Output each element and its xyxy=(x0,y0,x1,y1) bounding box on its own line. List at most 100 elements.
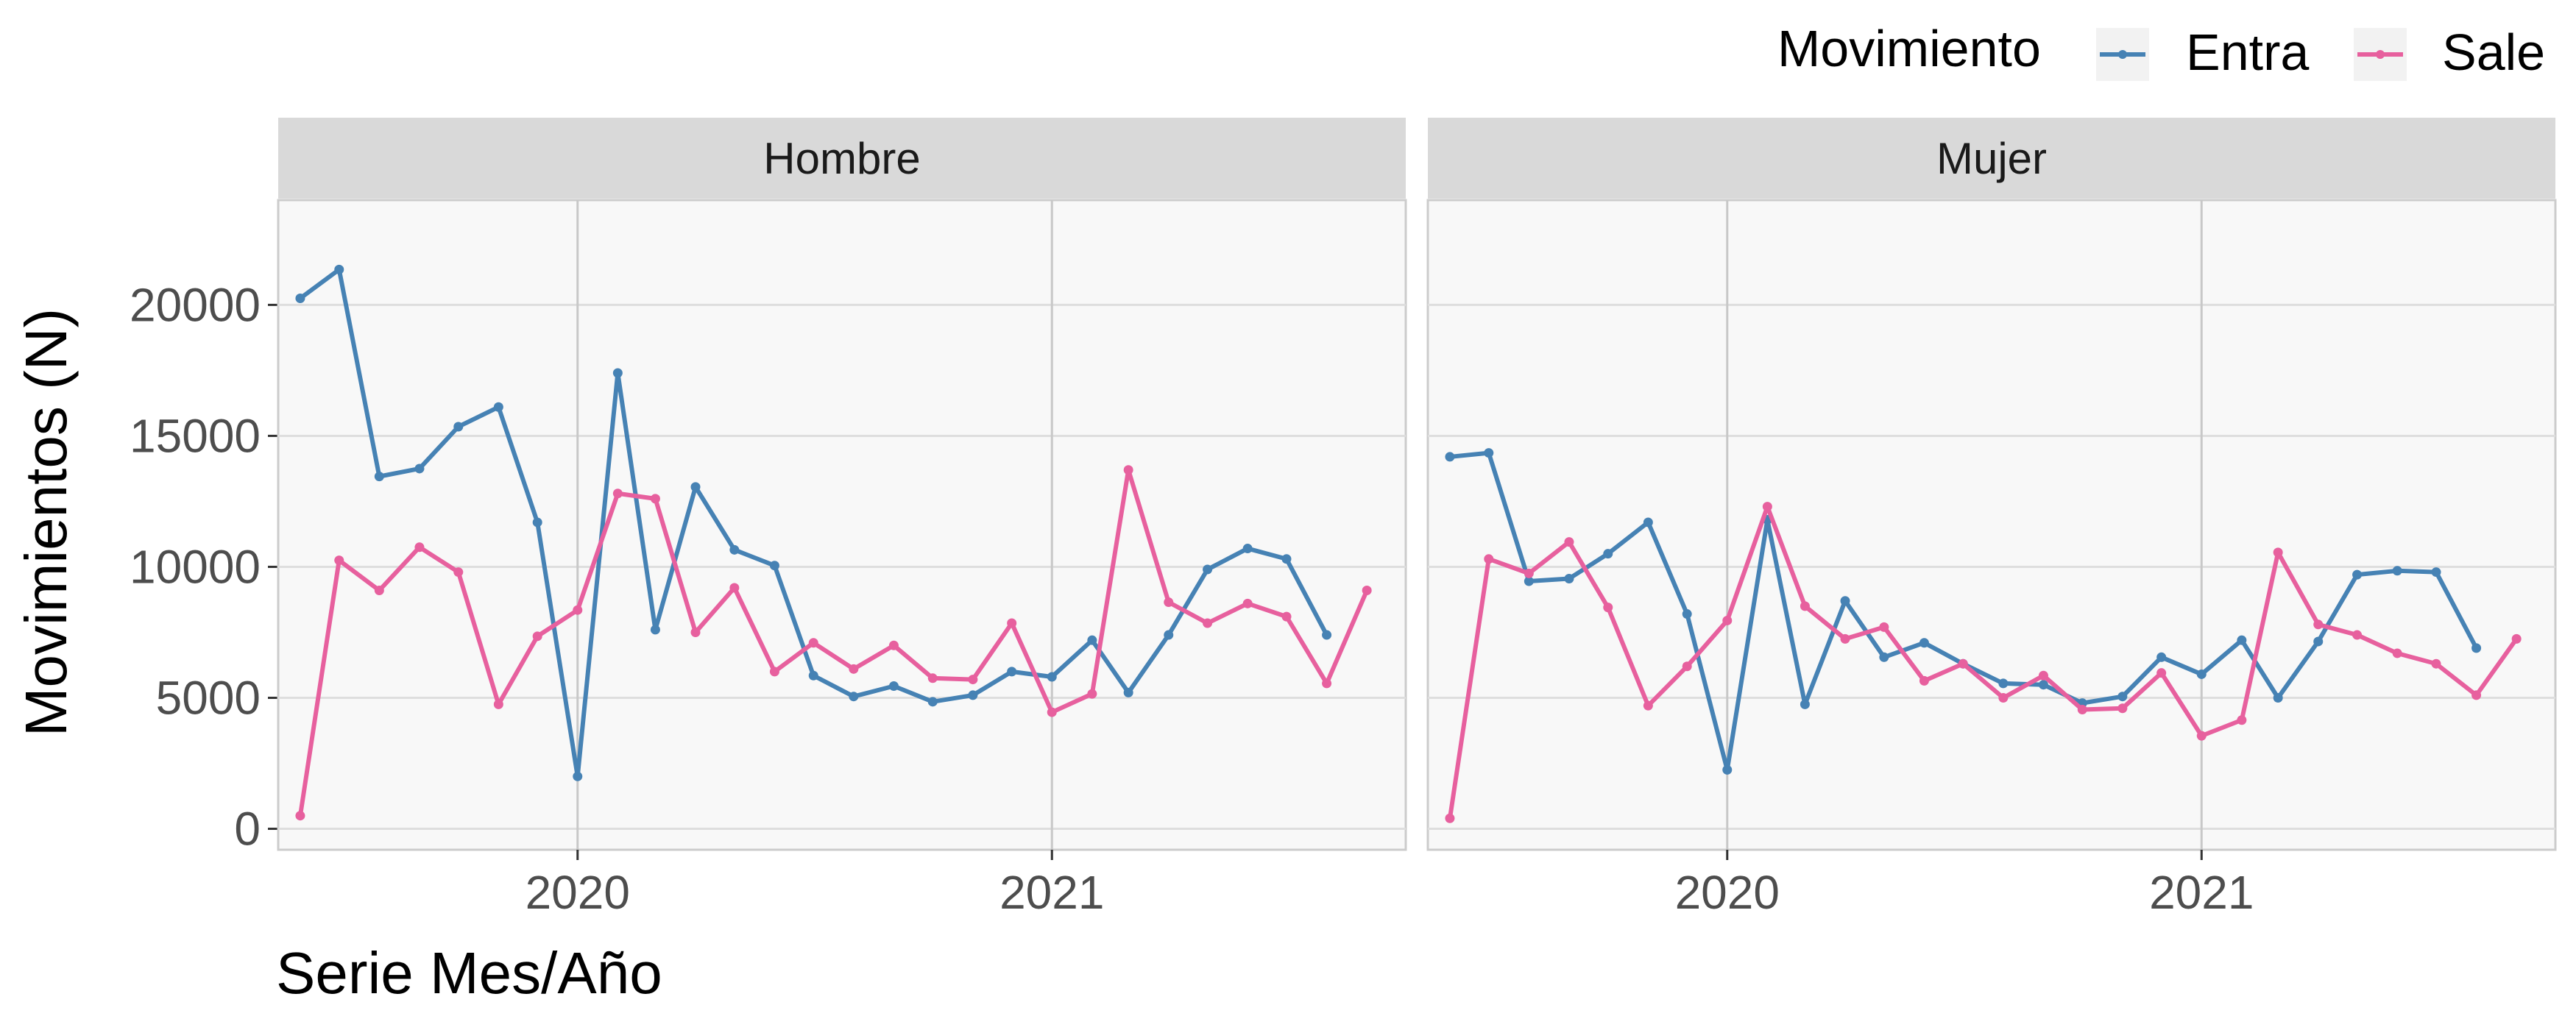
data-point-entra xyxy=(1281,554,1292,564)
data-point-sale xyxy=(1484,554,1494,564)
data-point-entra xyxy=(968,690,978,700)
data-point-entra xyxy=(808,670,818,681)
data-point-sale xyxy=(1800,601,1810,611)
data-point-entra xyxy=(927,697,938,707)
data-point-entra xyxy=(532,517,542,528)
data-point-sale xyxy=(493,699,503,709)
data-point-sale xyxy=(1564,537,1574,547)
legend-title: Movimiento xyxy=(1777,20,2041,77)
data-point-sale xyxy=(2392,648,2402,658)
data-point-sale xyxy=(1840,633,1850,644)
data-point-entra xyxy=(849,692,859,702)
x-tick-label: 2020 xyxy=(526,866,630,919)
data-point-entra xyxy=(1322,630,1332,640)
data-point-sale xyxy=(1524,568,1534,578)
data-point-sale xyxy=(334,555,344,566)
data-point-entra xyxy=(1722,764,1733,775)
data-point-sale xyxy=(1203,618,1213,628)
facet-panel-hombre: Hombre 2020 2021 xyxy=(277,118,1407,919)
data-point-entra xyxy=(690,482,701,492)
data-point-sale xyxy=(374,586,384,596)
data-point-sale xyxy=(2156,668,2167,678)
data-point-sale xyxy=(729,583,740,593)
data-point-entra xyxy=(453,422,464,432)
legend-item-entra: Entra xyxy=(2096,24,2309,81)
data-point-sale xyxy=(1123,465,1133,475)
data-point-entra xyxy=(2313,636,2324,647)
legend: Movimiento Entra Sale xyxy=(1777,20,2545,81)
data-point-sale xyxy=(1362,586,1372,596)
data-point-entra xyxy=(2431,567,2441,578)
data-point-entra xyxy=(1164,630,1174,640)
y-axis: 0 5000 10000 15000 20000 xyxy=(130,278,278,856)
data-point-sale xyxy=(2511,633,2522,644)
y-tick-label: 10000 xyxy=(130,540,261,593)
data-point-entra xyxy=(1998,678,2009,689)
data-point-entra xyxy=(1603,549,1613,559)
data-point-sale xyxy=(295,811,305,821)
data-point-sale xyxy=(690,627,701,637)
panel-background xyxy=(1426,199,2557,851)
series-sale xyxy=(295,465,1372,821)
y-tick-label: 0 xyxy=(234,803,261,856)
data-point-entra xyxy=(1840,596,1850,606)
data-point-sale xyxy=(2471,690,2482,700)
legend-point-entra xyxy=(2118,50,2127,59)
data-point-sale xyxy=(1958,658,1968,669)
data-point-entra xyxy=(1524,576,1534,586)
data-point-sale xyxy=(888,640,899,650)
facet-strip-label: Hombre xyxy=(763,134,920,183)
data-point-entra xyxy=(1879,652,1889,662)
x-axis-title: Serie Mes/Año xyxy=(276,940,662,1006)
data-point-sale xyxy=(769,667,779,677)
data-point-sale xyxy=(1242,598,1253,608)
data-point-entra xyxy=(612,368,623,378)
data-point-sale xyxy=(2431,658,2441,669)
data-point-entra xyxy=(2273,692,2283,703)
data-point-entra xyxy=(1643,517,1653,528)
data-point-sale xyxy=(808,638,818,648)
data-point-entra xyxy=(888,681,899,691)
data-point-sale xyxy=(1682,661,1692,672)
data-point-entra xyxy=(1242,544,1253,554)
y-axis-title: Movimientos (N) xyxy=(13,308,79,736)
x-tick-label: 2021 xyxy=(999,866,1104,919)
data-point-entra xyxy=(573,771,583,781)
data-point-entra xyxy=(1087,635,1097,645)
data-point-sale xyxy=(1643,700,1653,711)
data-point-sale xyxy=(453,567,464,578)
series-line-sale xyxy=(1447,504,2519,819)
data-point-entra xyxy=(1445,452,1455,462)
data-point-entra xyxy=(1484,448,1494,458)
data-point-entra xyxy=(374,472,384,482)
facet-strip-label: Mujer xyxy=(1936,134,2047,183)
data-point-entra xyxy=(2352,569,2363,580)
data-point-entra xyxy=(2156,652,2167,662)
data-point-entra xyxy=(2038,680,2048,690)
panel-background xyxy=(277,199,1407,851)
data-point-sale xyxy=(1603,603,1613,613)
data-point-entra xyxy=(2196,669,2207,679)
data-point-entra xyxy=(2471,643,2482,653)
data-point-entra xyxy=(2392,566,2402,576)
y-tick-label: 5000 xyxy=(156,671,261,724)
data-point-entra xyxy=(1007,667,1017,677)
data-point-sale xyxy=(1762,502,1772,512)
data-point-sale xyxy=(1047,707,1057,717)
series-entra xyxy=(295,264,1332,781)
data-point-entra xyxy=(729,544,740,555)
data-point-entra xyxy=(493,402,503,412)
data-point-sale xyxy=(1007,618,1017,628)
data-point-sale xyxy=(1445,813,1455,823)
data-point-sale xyxy=(1087,689,1097,699)
data-point-sale xyxy=(2038,670,2048,681)
data-point-entra xyxy=(1800,699,1810,709)
facet-strip xyxy=(1428,118,2555,199)
data-point-sale xyxy=(849,664,859,674)
data-point-sale xyxy=(2196,731,2207,741)
data-point-sale xyxy=(1722,615,1733,625)
data-point-entra xyxy=(1919,638,1929,648)
data-point-sale xyxy=(1164,597,1174,608)
data-point-entra xyxy=(295,294,305,304)
